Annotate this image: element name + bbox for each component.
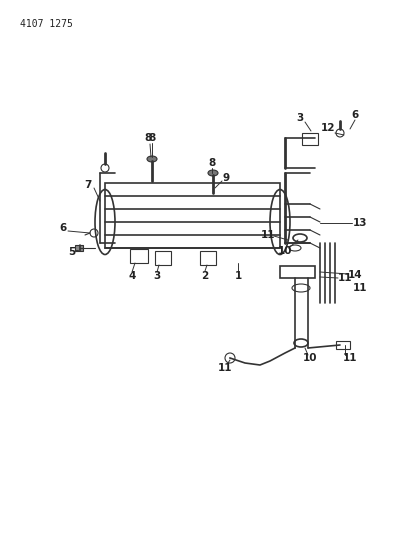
Text: 10: 10 <box>303 353 317 363</box>
Text: 3: 3 <box>153 271 161 281</box>
Text: 8: 8 <box>208 158 215 168</box>
Text: 11: 11 <box>218 363 232 373</box>
Text: 11: 11 <box>343 353 357 363</box>
Text: 8: 8 <box>144 133 152 143</box>
Text: 14: 14 <box>348 270 362 280</box>
Text: 7: 7 <box>84 180 92 190</box>
Text: 11: 11 <box>338 273 352 283</box>
Text: 10: 10 <box>278 246 292 256</box>
Text: 3: 3 <box>296 113 304 123</box>
Text: 4107 1275: 4107 1275 <box>20 19 73 29</box>
Bar <box>336 341 350 349</box>
Text: 13: 13 <box>353 218 367 228</box>
Bar <box>155 251 171 265</box>
Text: 11: 11 <box>261 230 275 240</box>
Text: 9: 9 <box>222 173 230 183</box>
Bar <box>75 245 83 251</box>
Text: 5: 5 <box>69 247 75 257</box>
Ellipse shape <box>147 156 157 162</box>
Text: 11: 11 <box>353 283 367 293</box>
Text: 4: 4 <box>128 271 136 281</box>
Text: 1: 1 <box>234 271 242 281</box>
Bar <box>200 251 216 265</box>
Bar <box>130 249 148 263</box>
Bar <box>302 133 318 145</box>
Ellipse shape <box>208 170 218 176</box>
Text: 2: 2 <box>202 271 208 281</box>
Bar <box>105 183 280 248</box>
Text: 8: 8 <box>149 133 155 143</box>
Text: 6: 6 <box>60 223 67 233</box>
Bar <box>280 266 315 278</box>
Text: 12: 12 <box>321 123 335 133</box>
Text: 6: 6 <box>351 110 359 120</box>
